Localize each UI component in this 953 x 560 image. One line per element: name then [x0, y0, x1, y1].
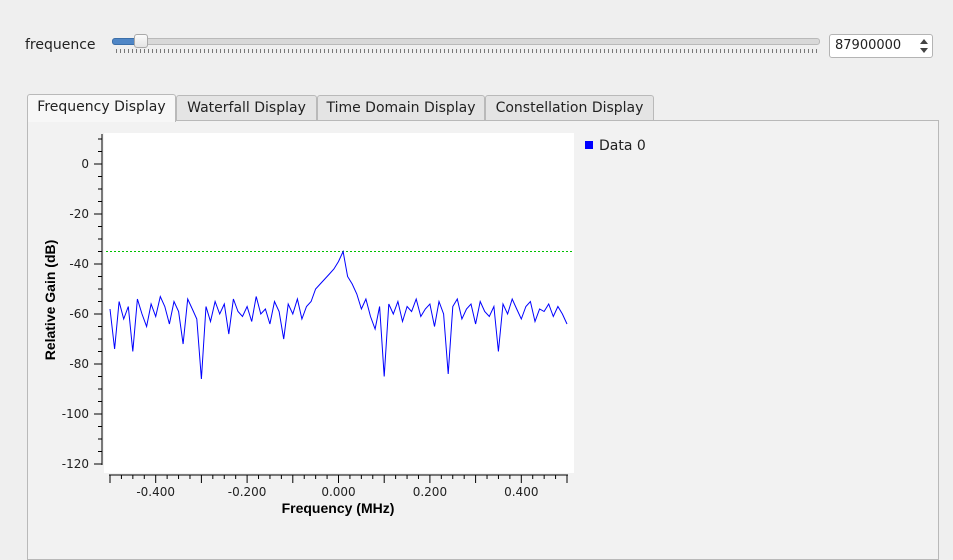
- plot-canvas: [104, 133, 574, 473]
- legend: Data 0: [585, 138, 646, 154]
- spin-down-icon[interactable]: [920, 48, 928, 53]
- x-tick-label: -0.200: [228, 485, 267, 499]
- spinbox-buttons[interactable]: [918, 35, 932, 57]
- series-data-0: [109, 249, 568, 380]
- y-tick-label: -20: [69, 207, 89, 221]
- y-tick-label: -80: [69, 357, 89, 371]
- y-tick-label: -40: [69, 257, 89, 271]
- spin-up-icon[interactable]: [920, 39, 928, 44]
- y-axis: 0 -20 -40 -60 -80 -100 -120: [62, 134, 103, 471]
- slider-handle[interactable]: [134, 34, 149, 48]
- x-tick-label: 0.000: [321, 485, 355, 499]
- x-axis: -0.400 -0.200 0.000 0.200 0.400: [109, 474, 568, 499]
- frequency-value[interactable]: 87900000: [835, 38, 902, 53]
- legend-swatch: [585, 141, 593, 149]
- legend-entry-data-0: Data 0: [599, 138, 646, 154]
- frequency-label: frequence: [25, 37, 96, 53]
- y-tick-label: 0: [81, 157, 89, 171]
- y-axis-label: Relative Gain (dB): [42, 240, 58, 361]
- x-tick-label: 0.400: [504, 485, 538, 499]
- x-tick-label: -0.400: [136, 485, 175, 499]
- x-tick-label: 0.200: [413, 485, 447, 499]
- y-tick-label: -100: [62, 407, 89, 421]
- slider-ticks: [116, 49, 818, 53]
- frequency-spinbox[interactable]: 87900000: [829, 34, 933, 58]
- tab-frequency-display[interactable]: Frequency Display: [27, 94, 176, 122]
- tab-constellation-display[interactable]: Constellation Display: [485, 95, 654, 120]
- tab-time-domain-display[interactable]: Time Domain Display: [317, 95, 485, 120]
- frequency-slider[interactable]: [110, 34, 822, 57]
- tab-waterfall-display[interactable]: Waterfall Display: [176, 95, 317, 120]
- x-axis-label: Frequency (MHz): [282, 500, 395, 516]
- y-tick-label: -60: [69, 307, 89, 321]
- frequency-plot: 0 -20 -40 -60 -80 -100 -120 -0.400 -0.200 0.000 0…: [42, 133, 574, 516]
- series-line-data-0: [109, 249, 568, 380]
- y-tick-label: -120: [62, 457, 89, 471]
